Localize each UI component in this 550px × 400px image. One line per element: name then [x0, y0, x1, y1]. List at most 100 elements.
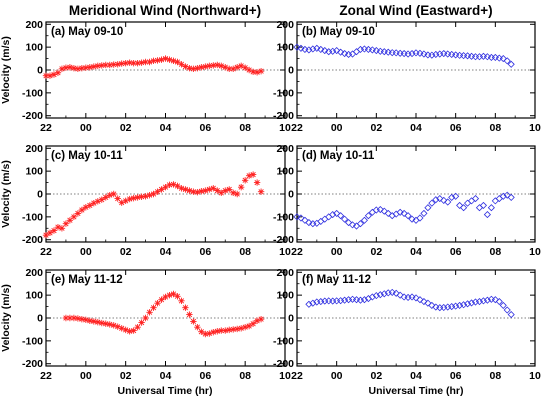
data-point: [78, 64, 86, 72]
data-point: [186, 311, 193, 318]
data-point: [170, 57, 177, 65]
x-tick-label: 02: [370, 246, 382, 258]
data-point: [106, 61, 113, 69]
data-point: [230, 326, 237, 333]
y-tick-label: -200: [22, 234, 43, 246]
data-point: [86, 317, 94, 324]
y-axis-label: Velocity (m/s): [0, 36, 12, 104]
panel-3: 22 00 02 04 06 08 10 200 100 0 -100 -200 Velocity (m…: [0, 143, 291, 258]
data-point: [424, 204, 432, 212]
data-point: [464, 199, 472, 207]
x-tick-label: 22: [40, 246, 52, 258]
data-point: [503, 57, 511, 65]
data-point: [90, 318, 97, 325]
data-point: [154, 299, 161, 307]
data-point: [424, 299, 432, 307]
series-points: [62, 290, 265, 338]
x-tick-label: 22: [291, 246, 303, 258]
data-point: [214, 187, 221, 194]
data-point: [487, 204, 495, 212]
x-tick-label: 00: [331, 246, 343, 258]
panel-label: (b) May 09-10: [302, 26, 375, 38]
data-point: [360, 216, 368, 224]
data-point: [90, 63, 97, 70]
data-point: [154, 188, 161, 195]
data-point: [194, 323, 201, 331]
data-point: [186, 64, 193, 72]
data-point: [170, 181, 177, 188]
panel-label: (e) May 11-12: [51, 274, 123, 286]
data-point: [182, 63, 189, 70]
data-point: [134, 59, 141, 67]
x-tick-label: 00: [331, 122, 343, 134]
data-point: [114, 195, 121, 202]
data-point: [317, 217, 325, 225]
data-point: [396, 208, 404, 216]
data-point: [170, 290, 177, 298]
data-point: [54, 69, 62, 76]
panel-label: (c) May 10-11: [51, 150, 123, 162]
data-point: [202, 63, 209, 70]
data-point: [118, 60, 125, 67]
x-tick-label: 22: [40, 370, 52, 382]
data-point: [134, 323, 141, 331]
data-point: [98, 62, 105, 69]
data-point: [90, 199, 97, 207]
data-point: [329, 297, 337, 305]
data-point: [372, 47, 380, 55]
data-point: [146, 191, 153, 199]
data-point: [293, 43, 301, 51]
x-tick-label: 04: [160, 370, 172, 382]
data-point: [253, 69, 261, 76]
data-point: [130, 194, 137, 202]
data-point: [150, 304, 157, 311]
data-point: [392, 289, 400, 297]
data-point: [162, 293, 169, 301]
data-point: [118, 325, 125, 332]
data-point: [416, 214, 424, 222]
data-point: [138, 319, 145, 326]
x-tick-label: 10: [529, 122, 541, 134]
data-point: [456, 301, 464, 309]
data-point: [475, 204, 484, 212]
data-point: [162, 55, 169, 62]
data-point: [479, 297, 487, 305]
y-tick-label: -200: [273, 234, 294, 246]
data-point: [257, 188, 265, 195]
data-point: [206, 330, 213, 337]
x-tick-label: 02: [120, 370, 132, 382]
data-point: [110, 190, 117, 198]
data-point: [388, 288, 396, 296]
x-tick-label: 10: [279, 122, 291, 134]
data-point: [237, 325, 245, 332]
x-tick-label: 00: [331, 370, 343, 382]
data-point: [452, 302, 460, 310]
data-point: [329, 47, 337, 55]
left-column-title: Meridional Wind (Northward+): [69, 3, 261, 18]
data-point: [198, 64, 205, 71]
data-point: [483, 296, 491, 304]
data-point: [102, 320, 109, 327]
data-point: [122, 59, 129, 67]
y-tick-label: -200: [273, 358, 294, 370]
data-point: [376, 291, 384, 299]
data-point: [325, 297, 333, 305]
y-tick-label: -100: [22, 211, 43, 223]
data-point: [241, 64, 249, 71]
data-point: [483, 53, 491, 61]
data-point: [146, 58, 153, 66]
data-point: [150, 57, 157, 65]
data-point: [158, 56, 165, 63]
data-point: [226, 326, 233, 334]
data-point: [360, 296, 368, 304]
data-point: [74, 315, 82, 322]
data-point: [222, 187, 229, 194]
data-point: [58, 65, 66, 73]
data-point: [305, 46, 313, 54]
x-tick-label: 02: [370, 122, 382, 134]
data-point: [348, 221, 357, 229]
data-point: [42, 231, 50, 239]
data-point: [499, 301, 507, 309]
y-tick-label: 100: [25, 290, 43, 302]
data-point: [174, 293, 181, 300]
